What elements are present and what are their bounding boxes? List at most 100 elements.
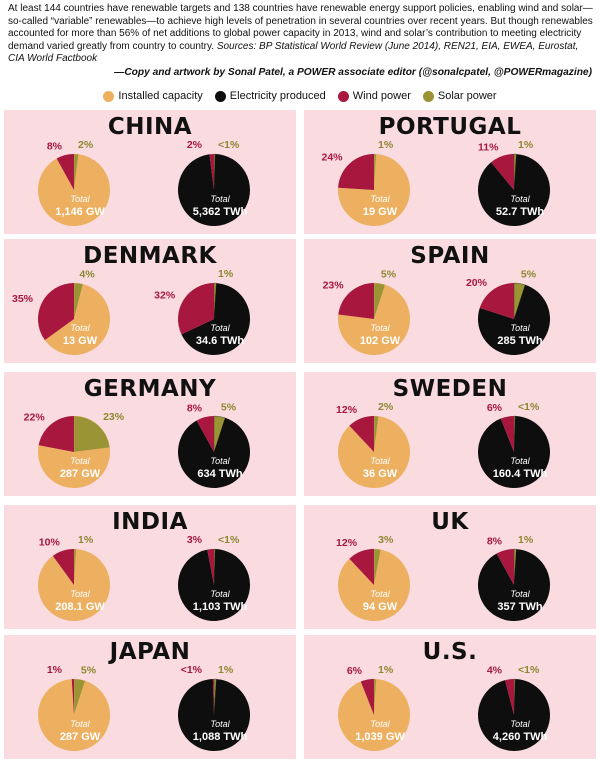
electricity-other-slice xyxy=(478,284,550,355)
capacity-wind-label: 10% xyxy=(39,536,61,548)
capacity-wind-slice xyxy=(360,679,374,715)
electricity-total-caption: Total xyxy=(210,589,230,599)
capacity-total-caption: Total xyxy=(370,194,390,204)
electricity-total-caption: Total xyxy=(510,456,530,466)
capacity-total-caption: Total xyxy=(370,323,390,333)
capacity-total-value: 13 GW xyxy=(63,335,98,347)
electricity-other-slice xyxy=(478,549,550,621)
pie-pair: Total 287 GW 1% 5% Total 1,088 TWh <1% 1% xyxy=(37,664,251,751)
electricity-other-slice xyxy=(178,679,251,751)
capacity-total-caption: Total xyxy=(70,719,90,729)
legend-item: Solar power xyxy=(422,90,497,102)
electricity-total-value: 4,260 TWh xyxy=(493,731,548,743)
capacity-wind-label: 22% xyxy=(24,412,46,424)
capacity-total-value: 94 GW xyxy=(363,601,398,613)
electricity-wind-label: 3% xyxy=(187,534,203,546)
capacity-solar-label: 3% xyxy=(378,534,394,546)
electricity-total-caption: Total xyxy=(510,194,530,204)
electricity-wind-label: 20% xyxy=(466,277,488,289)
electricity-total-value: 285 TWh xyxy=(497,335,543,347)
electricity-total-caption: Total xyxy=(210,719,230,729)
pie-pair: Total 1,039 GW 6% 1% Total 4,260 TWh 4% <1% xyxy=(338,664,550,751)
electricity-solar-label: <1% xyxy=(518,664,540,676)
capacity-total-caption: Total xyxy=(70,456,90,466)
capacity-total-caption: Total xyxy=(70,194,90,204)
electricity-solar-label: 1% xyxy=(518,139,534,151)
country-panel: UK Total 94 GW 12% 3% Total 357 TWh 8% 1% xyxy=(304,505,596,629)
capacity-total-value: 1,146 GW xyxy=(55,206,105,218)
legend-swatch xyxy=(103,90,115,102)
capacity-total-value: 287 GW xyxy=(60,731,101,743)
capacity-solar-label: 2% xyxy=(378,401,394,413)
electricity-wind-slice xyxy=(500,416,514,452)
electricity-total-value: 634 TWh xyxy=(197,468,243,480)
intro-body: At least 144 countries have renewable ta… xyxy=(8,3,593,52)
country-title: SWEDEN xyxy=(392,376,508,402)
country-panel: SWEDEN Total 36 GW 12% 2% Total 160.4 TWh 6% <1% xyxy=(304,372,596,496)
capacity-solar-slice xyxy=(73,153,79,191)
electricity-total-value: 1,088 TWh xyxy=(193,731,248,743)
pie-pair: Total 1,146 GW 8% 2% Total 5,362 TWh 2% <1% xyxy=(37,139,250,227)
capacity-solar-slice xyxy=(73,678,86,716)
pie-pair: Total 19 GW 24% 1% Total 52.7 TWh 11% 1% xyxy=(321,139,550,226)
electricity-other-slice xyxy=(477,679,550,751)
electricity-solar-slice xyxy=(513,548,517,586)
capacity-total-caption: Total xyxy=(70,589,90,599)
capacity-solar-slice xyxy=(73,415,110,453)
electricity-wind-label: 11% xyxy=(478,142,499,154)
capacity-total-caption: Total xyxy=(370,589,390,599)
electricity-wind-slice xyxy=(479,283,514,319)
credit-line: —Copy and artwork by Sonal Patel, a POWE… xyxy=(114,67,592,78)
capacity-solar-label: 5% xyxy=(381,269,397,281)
legend-label: Electricity produced xyxy=(229,90,326,102)
capacity-wind-slice xyxy=(349,416,374,452)
electricity-solar-label: 1% xyxy=(218,664,234,676)
capacity-wind-label: 1% xyxy=(47,664,63,676)
electricity-other-slice xyxy=(478,416,550,488)
electricity-other-slice xyxy=(178,549,250,621)
electricity-wind-slice xyxy=(491,154,514,190)
capacity-wind-slice xyxy=(38,416,74,452)
electricity-other-slice xyxy=(177,154,250,227)
electricity-total-caption: Total xyxy=(210,194,230,204)
electricity-wind-slice xyxy=(209,154,214,190)
electricity-wind-label: 4% xyxy=(487,664,503,676)
intro-sources: Sources: BP Statistical World Review (Ju… xyxy=(8,40,579,65)
electricity-wind-slice xyxy=(496,549,514,585)
electricity-solar-slice xyxy=(513,415,516,453)
capacity-solar-label: 1% xyxy=(378,664,394,676)
capacity-wind-slice xyxy=(71,679,74,715)
country-title: SPAIN xyxy=(410,243,490,269)
capacity-total-value: 19 GW xyxy=(363,206,398,218)
capacity-wind-label: 35% xyxy=(12,293,34,305)
capacity-solar-label: 4% xyxy=(80,268,96,280)
electricity-wind-slice xyxy=(196,416,214,452)
electricity-total-value: 52.7 TWh xyxy=(496,206,545,218)
electricity-solar-slice xyxy=(213,415,226,453)
pie-pair: Total 36 GW 12% 2% Total 160.4 TWh 6% <1% xyxy=(336,401,550,488)
capacity-other-slice xyxy=(44,284,110,355)
electricity-other-slice xyxy=(178,417,251,488)
capacity-solar-slice xyxy=(373,415,379,453)
electricity-solar-slice xyxy=(213,678,217,716)
electricity-total-caption: Total xyxy=(510,589,530,599)
capacity-other-slice xyxy=(338,284,410,355)
electricity-solar-slice xyxy=(213,548,216,586)
electricity-wind-label: 8% xyxy=(487,535,503,547)
capacity-wind-label: 12% xyxy=(336,537,358,549)
capacity-solar-slice xyxy=(373,548,381,586)
legend: Installed capacity Electricity produced Wi… xyxy=(0,88,600,104)
capacity-other-slice xyxy=(37,154,110,227)
capacity-other-slice xyxy=(338,416,410,488)
legend-swatch xyxy=(422,90,434,102)
capacity-wind-label: 23% xyxy=(323,279,345,291)
legend-label: Solar power xyxy=(437,90,497,102)
electricity-other-slice xyxy=(478,154,550,226)
legend-label: Wind power xyxy=(352,90,411,102)
capacity-solar-label: 5% xyxy=(81,665,97,677)
electricity-solar-label: 1% xyxy=(218,268,234,280)
capacity-wind-slice xyxy=(52,549,74,585)
electricity-total-caption: Total xyxy=(210,456,230,466)
electricity-total-caption: Total xyxy=(510,719,530,729)
capacity-solar-label: 2% xyxy=(78,139,94,151)
